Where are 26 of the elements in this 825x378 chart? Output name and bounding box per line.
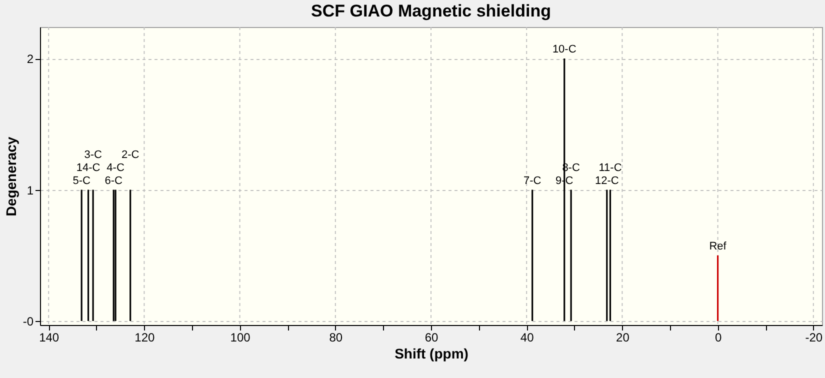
y-tick-label: -0 xyxy=(22,314,34,329)
x-tick-label: -20 xyxy=(805,330,823,344)
y-axis-title: Degeneracy xyxy=(2,136,19,216)
y-tick-label: 1 xyxy=(26,183,34,198)
chart-title: SCF GIAO Magnetic shielding xyxy=(311,2,551,20)
annotation: 11-C xyxy=(598,162,622,174)
x-tick-label: 100 xyxy=(230,330,251,344)
annotation: 7-C xyxy=(523,174,542,187)
x-tick-label: 0 xyxy=(714,330,722,344)
y-tick-label: 2 xyxy=(26,52,34,66)
annotation: 6-C xyxy=(104,174,123,187)
x-tick-label: 40 xyxy=(520,330,534,344)
annotation: 12-C xyxy=(594,174,619,187)
x-tick-label: 20 xyxy=(616,330,630,344)
x-tick-label: 80 xyxy=(329,330,343,344)
x-tick-label: 60 xyxy=(424,330,438,344)
annotation: 5-C xyxy=(72,174,90,187)
annotation: 3-C xyxy=(84,148,102,161)
x-tick-label: 120 xyxy=(134,330,156,344)
x-axis-title: Shift (ppm) xyxy=(394,346,468,362)
annotation: 14-C xyxy=(76,162,100,174)
x-tick-label: 140 xyxy=(39,330,60,344)
annotation: 4-C xyxy=(106,162,124,174)
annotation: 10-C xyxy=(552,44,576,56)
annotation: 2-C xyxy=(121,148,140,161)
annotation: Ref xyxy=(709,240,728,252)
